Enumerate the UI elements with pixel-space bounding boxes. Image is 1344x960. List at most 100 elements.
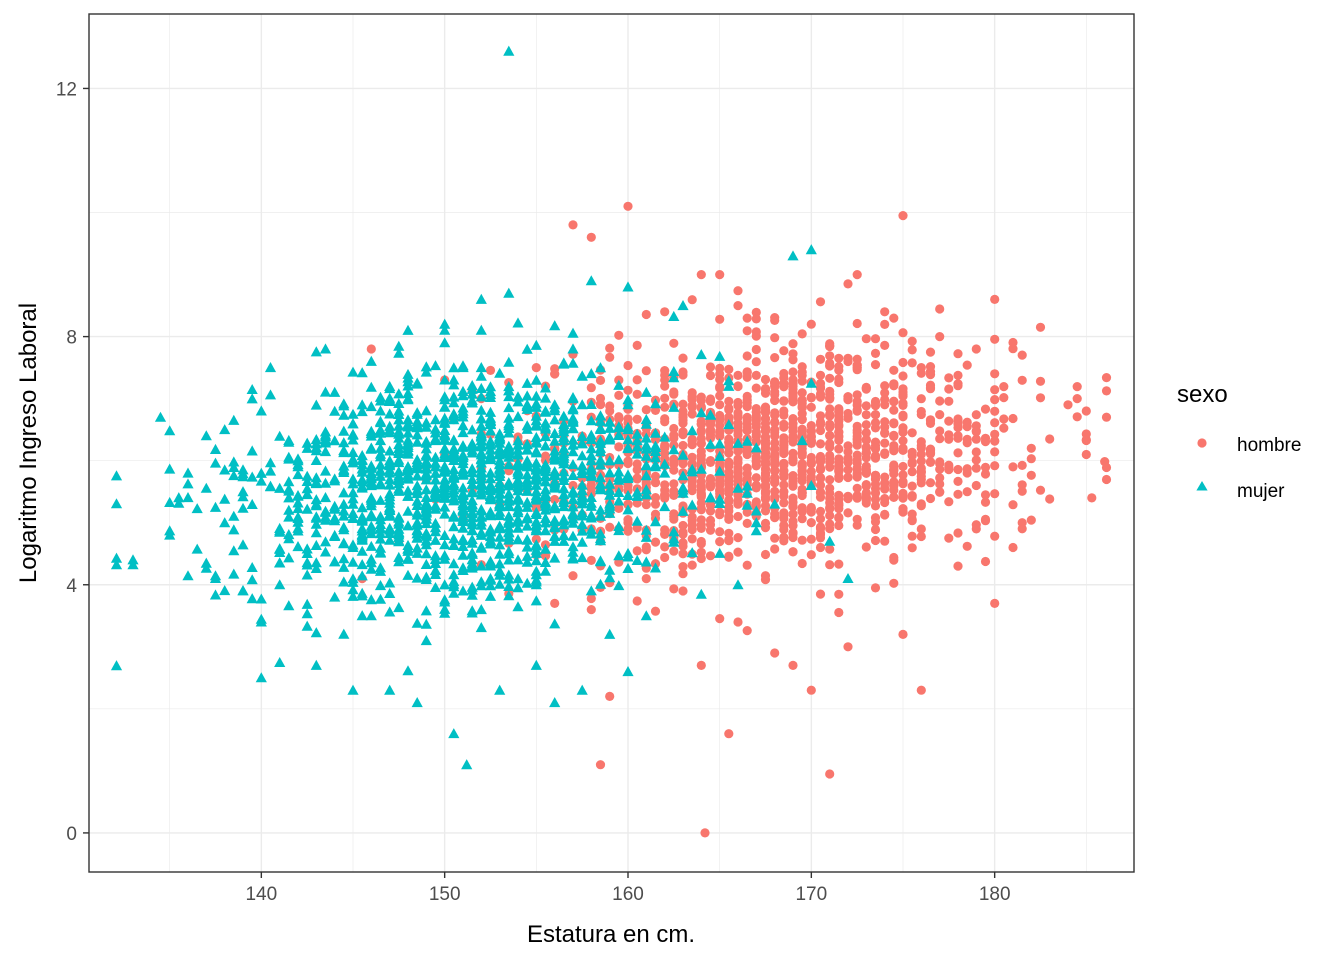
data-point-hombre (366, 344, 376, 354)
data-point-hombre (935, 304, 945, 314)
data-point-mujer (484, 538, 497, 549)
data-point-hombre (843, 394, 853, 404)
data-point-mujer (640, 460, 652, 471)
data-point-mujer (402, 376, 414, 387)
data-point-hombre (770, 533, 780, 543)
data-point-mujer (494, 481, 506, 492)
data-point-hombre (660, 542, 670, 552)
data-point-mujer (604, 455, 616, 466)
data-point-hombre (568, 480, 578, 491)
data-point-mujer (338, 437, 350, 448)
data-point-hombre (825, 510, 835, 521)
data-point-mujer (484, 406, 497, 417)
data-point-mujer (237, 585, 249, 596)
data-point-hombre (614, 390, 624, 400)
data-point-hombre (770, 431, 780, 441)
data-point-mujer (338, 464, 350, 475)
data-point-hombre (889, 555, 899, 565)
data-point-hombre (825, 431, 835, 441)
data-point-hombre (870, 501, 881, 511)
series-mujer (110, 45, 854, 770)
data-point-mujer (255, 672, 267, 683)
data-point-hombre (1101, 474, 1112, 485)
data-point-hombre (870, 524, 881, 535)
data-point-mujer (448, 471, 460, 482)
data-point-hombre (1017, 480, 1027, 490)
data-point-mujer (567, 541, 579, 552)
data-point-hombre (760, 480, 771, 490)
data-point-mujer (576, 460, 588, 471)
data-point-hombre (586, 232, 596, 242)
data-point-hombre (632, 546, 642, 556)
data-point-hombre (944, 384, 954, 394)
data-point-hombre (980, 437, 991, 447)
data-point-hombre (760, 487, 771, 497)
data-point-mujer (420, 462, 432, 473)
data-point-hombre (861, 410, 871, 420)
data-point-hombre (880, 448, 890, 458)
data-point-mujer (576, 519, 588, 530)
data-point-hombre (660, 443, 670, 453)
data-point-hombre (889, 379, 899, 389)
data-point-hombre (586, 480, 596, 490)
data-point-hombre (898, 470, 908, 480)
data-point-mujer (411, 525, 423, 536)
data-point-mujer (659, 501, 671, 512)
data-point-mujer (411, 408, 423, 419)
data-point-hombre (705, 500, 716, 510)
data-point-mujer (484, 558, 497, 569)
data-point-hombre (953, 528, 963, 538)
data-point-hombre (834, 464, 844, 474)
data-point-mujer (356, 513, 368, 524)
data-point-hombre (733, 454, 743, 464)
data-point-mujer (374, 593, 387, 604)
data-point-mujer (494, 501, 506, 512)
data-point-hombre (742, 560, 752, 570)
data-point-mujer (549, 552, 561, 563)
data-point-hombre (678, 415, 688, 425)
data-point-hombre (916, 524, 926, 534)
data-point-hombre (779, 487, 789, 497)
data-point-hombre (779, 373, 789, 383)
data-point-mujer (200, 482, 212, 493)
data-point-mujer (457, 385, 469, 396)
data-point-mujer (640, 556, 652, 567)
data-point-hombre (806, 534, 816, 544)
data-point-hombre (898, 357, 908, 368)
data-point-hombre (852, 360, 862, 370)
data-point-mujer (420, 558, 432, 569)
data-point-hombre (641, 366, 651, 376)
data-point-mujer (448, 391, 460, 402)
data-point-mujer (209, 443, 222, 454)
data-point-mujer (622, 434, 634, 445)
data-point-hombre (669, 423, 679, 434)
data-point-mujer (420, 527, 432, 538)
data-point-mujer (805, 377, 817, 388)
data-point-hombre (779, 406, 789, 416)
data-point-hombre (916, 478, 926, 488)
data-point-hombre (953, 433, 963, 443)
data-point-hombre (852, 406, 862, 416)
data-point-hombre (788, 529, 798, 539)
data-point-mujer (750, 525, 762, 536)
data-point-hombre (1035, 376, 1046, 386)
data-point-mujer (246, 471, 258, 482)
data-point-mujer (677, 300, 689, 311)
data-point-hombre (568, 571, 578, 581)
data-point-mujer (402, 545, 414, 556)
data-point-mujer (310, 455, 322, 465)
data-point-hombre (1101, 373, 1112, 383)
data-point-hombre (1017, 460, 1027, 470)
data-point-hombre (724, 471, 734, 481)
data-point-mujer (457, 360, 469, 371)
data-point-hombre (889, 465, 899, 476)
data-point-mujer (310, 512, 322, 523)
data-point-hombre (797, 403, 807, 413)
data-point-hombre (907, 451, 917, 461)
data-point-mujer (521, 541, 533, 552)
data-point-mujer (521, 343, 533, 354)
data-point-hombre (669, 338, 679, 348)
data-point-mujer (714, 450, 726, 461)
data-point-hombre (916, 499, 926, 509)
data-point-mujer (594, 446, 607, 457)
